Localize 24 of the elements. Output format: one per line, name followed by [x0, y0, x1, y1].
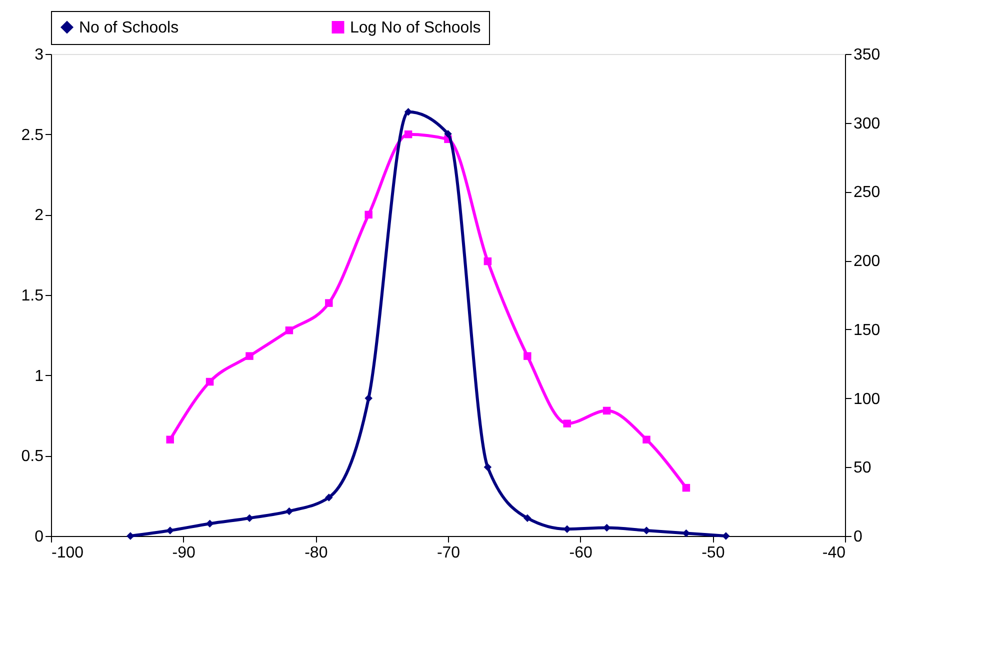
x-tick-label: -80: [304, 544, 328, 562]
y2-tick-label: 250: [854, 184, 880, 202]
y2-tick-label: 50: [854, 460, 872, 477]
y-tick-label: 3: [34, 46, 44, 64]
x-tick-label: -50: [702, 544, 725, 562]
x-tick-label: -100: [52, 544, 84, 562]
y2-tick-label: 350: [854, 46, 880, 64]
y2-tick-label: 100: [854, 390, 880, 408]
x-tick-label: -70: [436, 544, 460, 562]
y-tick-label: 1.5: [21, 288, 44, 304]
x-tick-label: -60: [569, 544, 592, 562]
y2-tick-label: 200: [854, 253, 880, 270]
legend-label: No of Schools: [79, 19, 179, 36]
y-tick-label: 0.5: [21, 448, 44, 466]
y-tick-label: 2.5: [21, 126, 44, 144]
y2-tick-label: 150: [854, 322, 880, 339]
y2-tick-label: 300: [854, 115, 880, 132]
legend-label: Log No of Schools: [350, 19, 481, 36]
x-tick-label: -40: [822, 544, 846, 562]
y-tick-label: 0: [34, 528, 44, 546]
y-tick-label: 2: [34, 207, 44, 224]
y-tick-label: 1: [34, 368, 44, 385]
y2-tick-label: 0: [854, 528, 862, 546]
x-tick-label: -90: [172, 544, 196, 562]
